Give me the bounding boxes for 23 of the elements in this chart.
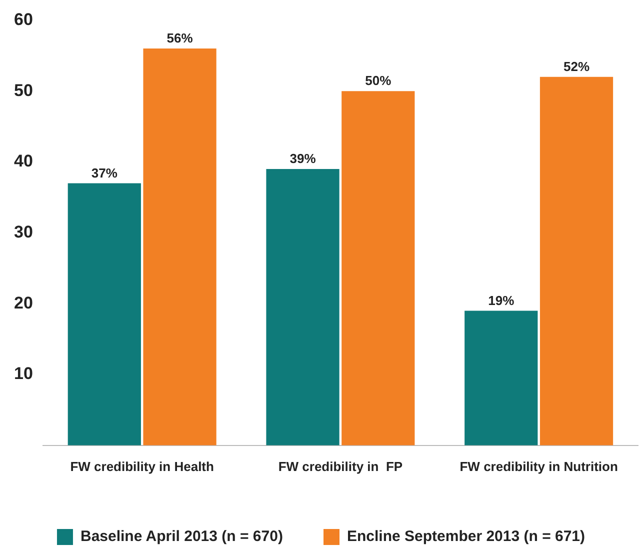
legend-label: Encline September 2013 (n = 671) [346,528,586,546]
x-tick-label: FW credibility in Nutrition [460,458,618,474]
data-label: 56% [166,30,194,46]
data-label: 50% [365,73,392,88]
y-tick-label: 30 [14,222,33,242]
y-tick-label: 10 [14,364,33,384]
y-tick-label: 50 [14,80,33,100]
y-tick-label: 40 [14,152,33,171]
data-label: 37% [91,165,118,180]
x-tick-label: FW credibility in Health [70,458,214,474]
data-label: 19% [488,292,515,308]
data-label: 39% [290,151,316,166]
data-label: 52% [563,58,590,74]
bar [68,183,141,446]
bar [540,76,614,446]
bar [143,48,216,446]
bar [464,310,538,446]
bar [342,91,415,446]
legend-label: Baseline April 2013 (n = 670) [80,528,283,546]
y-tick-label: 20 [14,293,33,312]
x-tick-label: FW credibility in FP [278,458,403,474]
y-tick-label: 60 [14,10,33,29]
bar [266,169,340,446]
